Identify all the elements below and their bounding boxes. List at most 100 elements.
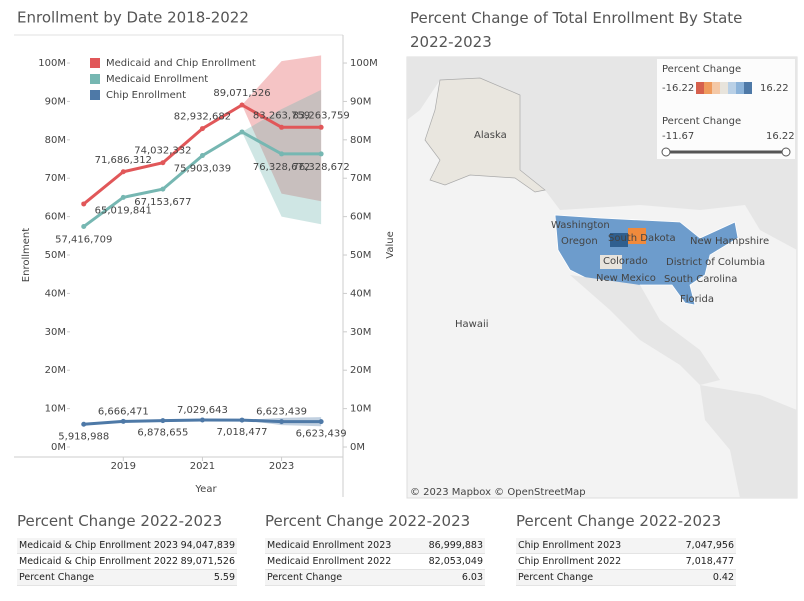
data-point [279,151,285,157]
y2-tick-label: 50M [350,250,371,261]
legend-ramp [704,82,712,94]
table-value: 7,018,477 [685,556,734,567]
y2-tick-label: 70M [350,173,371,184]
data-label: 75,903,039 [174,164,231,175]
table-value: 0.42 [712,572,734,583]
state-label: Colorado [603,256,648,267]
table-label: Medicaid Enrollment 2022 [267,556,392,567]
y-tick-label: 0M [51,442,66,453]
legend-ramp [696,82,704,94]
data-point [199,126,205,132]
filter-min: -11.67 [662,131,694,142]
table-value: 86,999,883 [428,540,483,551]
table-row: Medicaid & Chip Enrollment 2023 94,047,83… [17,538,237,554]
table-value: 82,053,049 [428,556,483,567]
data-label: 6,623,439 [256,407,307,418]
table-label: Percent Change [518,572,594,583]
state-label: New Hampshire [690,236,769,247]
legend-ramp [744,82,752,94]
data-label: 82,932,682 [174,112,231,123]
y2-tick-label: 0M [350,442,365,453]
data-label: 83,263,759 [292,110,349,121]
y-tick-label: 10M [45,404,66,415]
table-value: 7,047,956 [685,540,734,551]
y-tick-label: 50M [45,250,66,261]
legend-ramp [728,82,736,94]
y-tick-label: 30M [45,327,66,338]
y2-tick-label: 90M [350,96,371,107]
dashboard-canvas: Enrollment by Date 2018-2022 Year Enroll… [14,9,798,499]
data-point [120,194,126,200]
map-attribution: © 2023 Mapbox © OpenStreetMap [410,487,586,498]
data-label: 83,263,759 [253,110,310,121]
filter-handle[interactable] [781,147,791,157]
table-row: Percent Change 5.59 [17,570,237,586]
data-label: 71,686,312 [95,155,152,166]
state-label: Hawaii [455,319,489,330]
y2-tick-label: 20M [350,365,371,376]
data-point [318,151,324,157]
table-value: 89,071,526 [180,556,235,567]
x-tick-label: 2023 [269,461,294,472]
legend-swatch [90,90,100,100]
data-point [120,418,126,424]
table-value: 6.03 [461,572,483,583]
table-label: Percent Change [19,572,95,583]
data-point [239,129,245,135]
legend-ramp [720,82,728,94]
legend-swatch [90,58,100,68]
state-light [600,255,622,269]
table-label: Chip Enrollment 2023 [518,540,622,551]
table-row: Percent Change 0.42 [516,570,736,586]
legend-swatch [90,74,100,84]
state-label: District of Columbia [666,257,765,268]
summary-table: Percent Change 2022-2023 Medicaid Enrollm… [265,512,485,586]
table-row: Chip Enrollment 2022 7,018,477 [516,554,736,570]
state-label: Oregon [561,236,598,247]
state-label: New Mexico [596,273,656,284]
y-tick-label: 100M [38,58,66,69]
data-point [279,419,285,425]
map [406,56,798,499]
legend-ramp [712,82,720,94]
table-title: Percent Change 2022-2023 [265,512,471,530]
y2-tick-label: 40M [350,288,371,299]
y-tick-label: 80M [45,135,66,146]
data-point [160,418,166,424]
filter-max: 16.22 [766,131,795,142]
data-label: 76,328,672 [292,162,349,173]
table-row: Medicaid Enrollment 2023 86,999,883 [265,538,485,554]
data-label: 7,029,643 [177,405,228,416]
table-value: 5.59 [213,572,235,583]
data-point [318,124,324,130]
legend-label: Chip Enrollment [106,90,186,101]
alaska-shape [424,77,546,193]
table-label: Percent Change [267,572,343,583]
data-point [81,201,87,207]
table-row: Percent Change 6.03 [265,570,485,586]
y2-tick-label: 80M [350,135,371,146]
filter-handle[interactable] [661,147,671,157]
y2-tick-label: 60M [350,212,371,223]
data-label: 57,416,709 [55,235,112,246]
state-label: South Carolina [664,274,737,285]
data-point [81,421,87,427]
data-label: 67,153,677 [134,197,191,208]
x-axis-label: Year [194,484,217,495]
table-title: Percent Change 2022-2023 [17,512,223,530]
data-point [239,102,245,108]
x-tick-label: 2019 [111,461,136,472]
data-point [160,186,166,192]
filter-title: Percent Change [662,116,741,127]
table-value: 94,047,839 [180,540,235,551]
y-tick-label: 90M [45,96,66,107]
data-label: 5,918,988 [58,431,109,442]
table-row: Chip Enrollment 2023 7,047,956 [516,538,736,554]
state-label: Alaska [474,130,507,141]
legend-max: 16.22 [760,83,789,94]
table-title: Percent Change 2022-2023 [516,512,722,530]
table-label: Medicaid & Chip Enrollment 2023 [19,540,179,551]
chart-title: Enrollment by Date 2018-2022 [17,9,249,27]
y2-axis-label: Value [385,231,396,258]
data-point [81,224,87,230]
